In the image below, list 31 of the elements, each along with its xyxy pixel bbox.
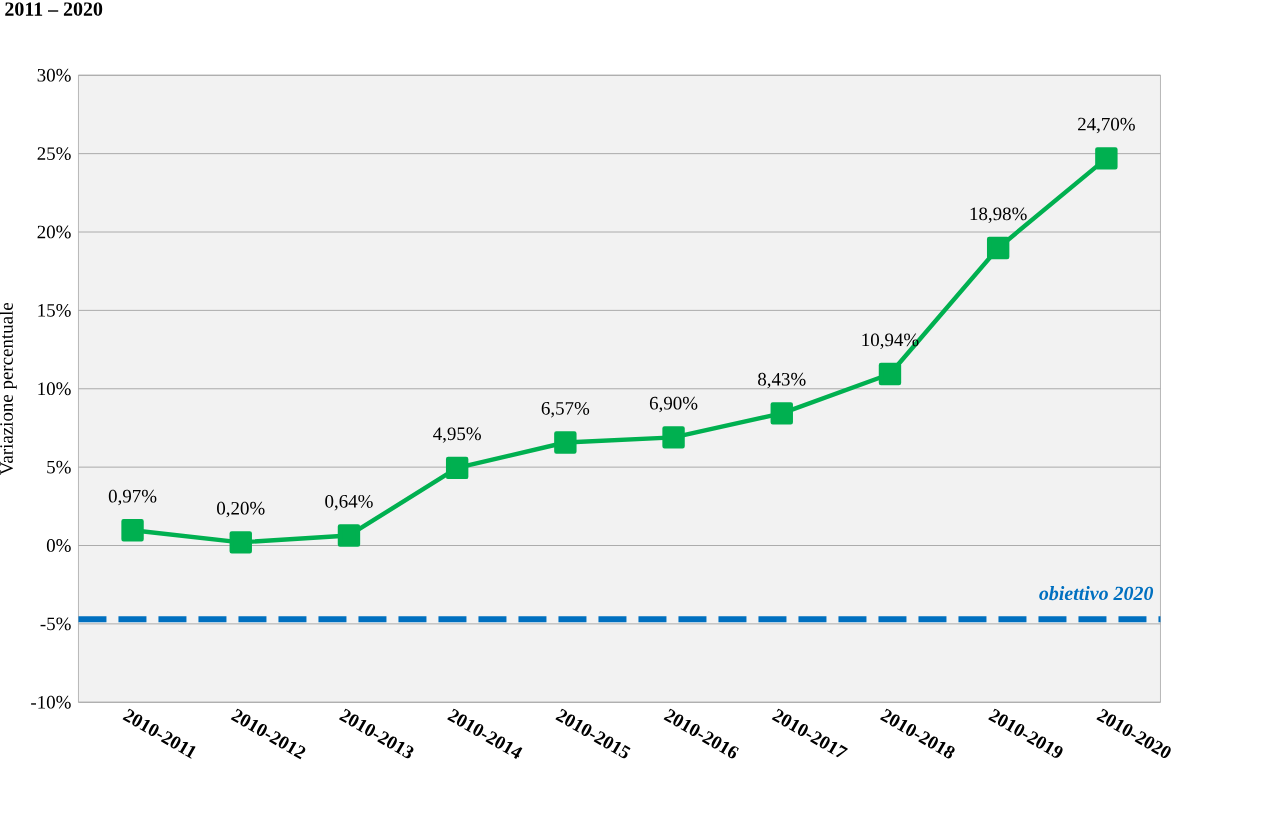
point xyxy=(662,426,685,449)
data-label: 6,57% xyxy=(541,401,590,418)
y-tick-label: 0% xyxy=(46,539,71,552)
point xyxy=(337,524,361,547)
y-axis-title: Variazione percentuale xyxy=(0,302,17,475)
y-tick-label: 10% xyxy=(38,382,71,396)
y-tick-label: -10% xyxy=(31,695,71,709)
data-label: 18,98% xyxy=(970,207,1027,223)
y-tick-label: 30% xyxy=(37,68,71,82)
data-label: 0,97% xyxy=(108,489,157,506)
point xyxy=(554,431,577,454)
point xyxy=(121,519,144,542)
data-label: 0,64% xyxy=(325,494,373,511)
data-label: 24,70% xyxy=(1078,117,1135,134)
y-tick-label: 5% xyxy=(47,460,71,474)
data-label: 6,90% xyxy=(649,396,698,413)
y-tick-label: -5% xyxy=(40,617,71,631)
data-label: 8,43% xyxy=(758,372,806,389)
point xyxy=(878,362,902,386)
y-tick-label: 20% xyxy=(37,225,71,239)
point xyxy=(229,531,252,554)
data-label: 0,20% xyxy=(217,501,265,518)
ref-line-label: obiettivo 2020 xyxy=(1039,586,1154,601)
y-tick-label: 15% xyxy=(38,303,71,317)
point xyxy=(770,402,793,425)
chart-title: 2011 – 2020 xyxy=(5,2,103,16)
point xyxy=(986,236,1010,260)
y-tick-label: 25% xyxy=(37,147,71,161)
point xyxy=(445,456,469,480)
point xyxy=(1095,147,1118,170)
data-label: 4,95% xyxy=(433,427,481,443)
